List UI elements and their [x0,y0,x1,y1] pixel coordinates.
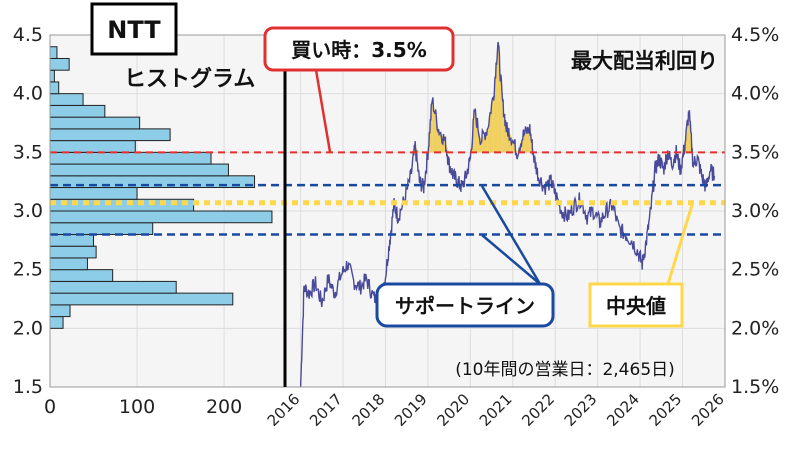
histogram-bar [49,222,154,235]
y-tick-right: 1.5% [731,376,779,398]
buy-zone-segment [432,99,439,153]
yield-title: 最大配当利回り [571,49,718,73]
y-tick-left: 3.5 [13,141,43,163]
median-callout: 中央値 [588,204,694,328]
reference-lines [50,151,725,236]
buy-zone-segment [497,40,503,153]
x-tick-year: 2017 [306,390,346,430]
histogram-bar [49,163,229,177]
y-tick-left: 1.5 [13,376,43,398]
x-tick-year: 2026 [688,390,728,430]
histogram-bar [49,187,138,200]
support-callout: サポートライン [375,185,555,328]
y-tick-left: 4.0 [13,83,43,105]
histogram-bar [49,93,84,106]
x-tick-count: 0 [44,396,56,418]
buy-zone-segment [517,134,524,153]
histogram-bar [49,151,212,165]
y-tick-right: 4.5% [731,24,779,46]
histogram-bar [49,69,55,83]
histogram-bar [49,140,136,153]
support-callout-label: サポートライン [395,294,535,318]
x-tick-year: 2018 [349,390,389,430]
histogram-bar [49,316,64,329]
histogram-bar [49,269,114,282]
x-tick-year: 2020 [433,390,473,430]
histogram-bar [49,257,88,271]
buy-callout-label: 買い時：3.5% [291,38,426,62]
histogram-bar [49,280,177,294]
x-tick-year: 2023 [561,390,601,430]
histogram-bar [49,233,95,247]
buy-zone-segment [523,128,530,153]
y-tick-left: 2.0 [13,317,43,339]
y-tick-left: 4.5 [13,24,43,46]
x-tick-year: 2016 [264,390,304,430]
buy-callout: 買い時：3.5% [263,26,455,153]
y-tick-right: 3.0% [731,200,779,222]
x-tick-year: 2022 [518,390,558,430]
histogram-bar [49,104,106,118]
histogram-bar [49,57,70,71]
y-tick-right: 2.5% [731,259,779,281]
x-tick-year: 2019 [391,390,431,430]
business-days-note: (10年間の営業日：2,465日) [455,360,675,380]
y-tick-left: 3.0 [13,200,43,222]
histogram-bar [49,128,171,142]
x-tick-year: 2024 [603,390,643,430]
y-tick-right: 4.0% [731,83,779,105]
y-tick-right: 3.5% [731,141,779,163]
histogram-bar [49,210,273,224]
histogram-title: ヒストグラム [124,66,255,92]
ticker-badge: NTT [90,2,178,56]
x-tick-year: 2025 [646,390,686,430]
median-callout-label: 中央値 [606,294,666,318]
histogram-bar [49,292,234,306]
histogram-bar [49,245,97,259]
ticker-label: NTT [107,16,161,44]
x-tick-year: 2021 [476,390,516,430]
histogram-bar [49,81,60,95]
histogram-bar [49,46,58,59]
x-tick-count: 200 [206,396,242,418]
histogram-bar [49,116,141,130]
y-tick-left: 2.5 [13,259,43,281]
buy-zone-segment [487,93,494,153]
histogram-bar [49,304,71,318]
x-tick-count: 100 [119,396,155,418]
buy-zone-segment [493,40,498,153]
y-tick-right: 2.0% [731,317,779,339]
